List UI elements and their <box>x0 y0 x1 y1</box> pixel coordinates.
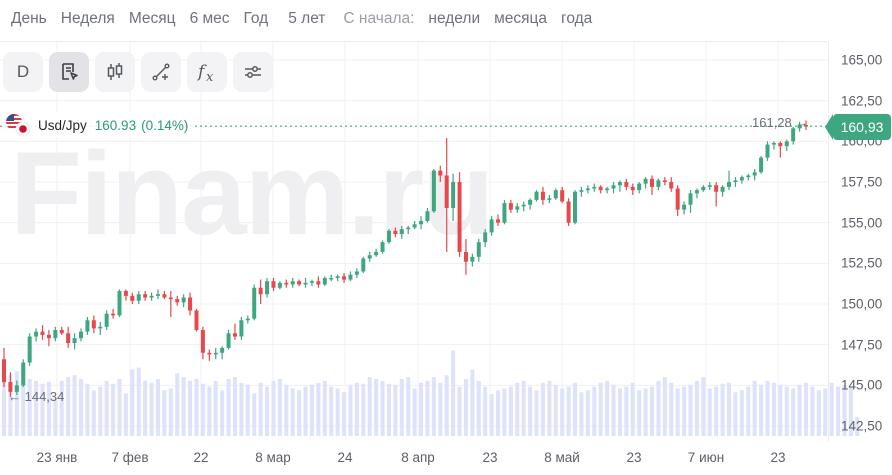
period-week[interactable]: Неделя <box>60 10 115 27</box>
settings-button[interactable] <box>233 52 273 92</box>
since-year[interactable]: года <box>561 10 593 27</box>
line-plus-icon <box>152 63 170 81</box>
drawing-cursor-button[interactable] <box>49 52 89 92</box>
usd-jpy-flag-icon <box>4 113 32 137</box>
interval-button[interactable]: D <box>3 52 43 92</box>
chart-type-button[interactable] <box>95 52 135 92</box>
y-tick-label: 147,50 <box>841 337 883 353</box>
legend-price: 160.93 <box>94 117 137 133</box>
x-tick-label: 8 мар <box>255 450 291 465</box>
x-tick-label: 8 апр <box>401 450 435 465</box>
svg-text:f: f <box>196 62 207 82</box>
y-tick-label: 157,50 <box>841 174 883 190</box>
y-tick-label: 165,00 <box>841 52 883 68</box>
x-tick-label: 23 <box>482 450 498 465</box>
period-selector: День Неделя Месяц 6 мес Год 5 лет С нача… <box>0 0 606 38</box>
draw-line-button[interactable] <box>141 52 181 92</box>
chart-legend: Usd/Jpy 160.93 (0.14%) <box>4 113 193 137</box>
period-6-months[interactable]: 6 мес <box>189 10 230 27</box>
x-tick-label: 7 июн <box>687 450 725 465</box>
x-tick-label: 23 <box>626 450 642 465</box>
x-tick-label: 22 <box>193 450 209 465</box>
period-low-label: ← 144,34 <box>8 389 65 404</box>
x-tick-label: 8 май <box>544 450 580 465</box>
y-tick-label: 162,50 <box>841 93 883 109</box>
period-5-years[interactable]: 5 лет <box>288 10 326 27</box>
divider <box>0 41 828 42</box>
y-tick-label: 145,00 <box>841 377 883 393</box>
sliders-icon <box>245 66 261 78</box>
y-tick-label: 150,00 <box>841 296 883 312</box>
period-year[interactable]: Год <box>243 10 269 27</box>
since-label: С начала: <box>343 10 415 27</box>
x-tick-label: 7 фев <box>111 450 149 465</box>
period-day[interactable]: День <box>11 10 47 27</box>
period-high-label: 161,28 → <box>752 115 809 130</box>
y-tick-label: 152,50 <box>841 255 883 271</box>
current-price-badge: 160,93 <box>825 114 891 140</box>
svg-text:x: x <box>206 70 214 84</box>
since-week[interactable]: недели <box>428 10 481 27</box>
legend-change: (0.14%) <box>141 117 189 133</box>
x-tick-label: 23 <box>770 450 786 465</box>
period-month[interactable]: Месяц <box>128 10 176 27</box>
price-axis[interactable]: 165,00 162,50 160,00 157,50 155,00 152,50 150,… <box>828 42 892 442</box>
candlestick-icon <box>107 63 123 80</box>
symbol-name[interactable]: Usd/Jpy <box>38 117 87 133</box>
document-cursor-icon <box>62 63 78 80</box>
x-tick-label: 24 <box>337 450 353 465</box>
y-tick-label: 155,00 <box>841 215 883 231</box>
y-tick-label: 142,50 <box>841 418 883 434</box>
since-month[interactable]: месяца <box>494 10 548 27</box>
interval-label: D <box>16 62 30 81</box>
x-tick-label: 23 янв <box>36 450 78 465</box>
